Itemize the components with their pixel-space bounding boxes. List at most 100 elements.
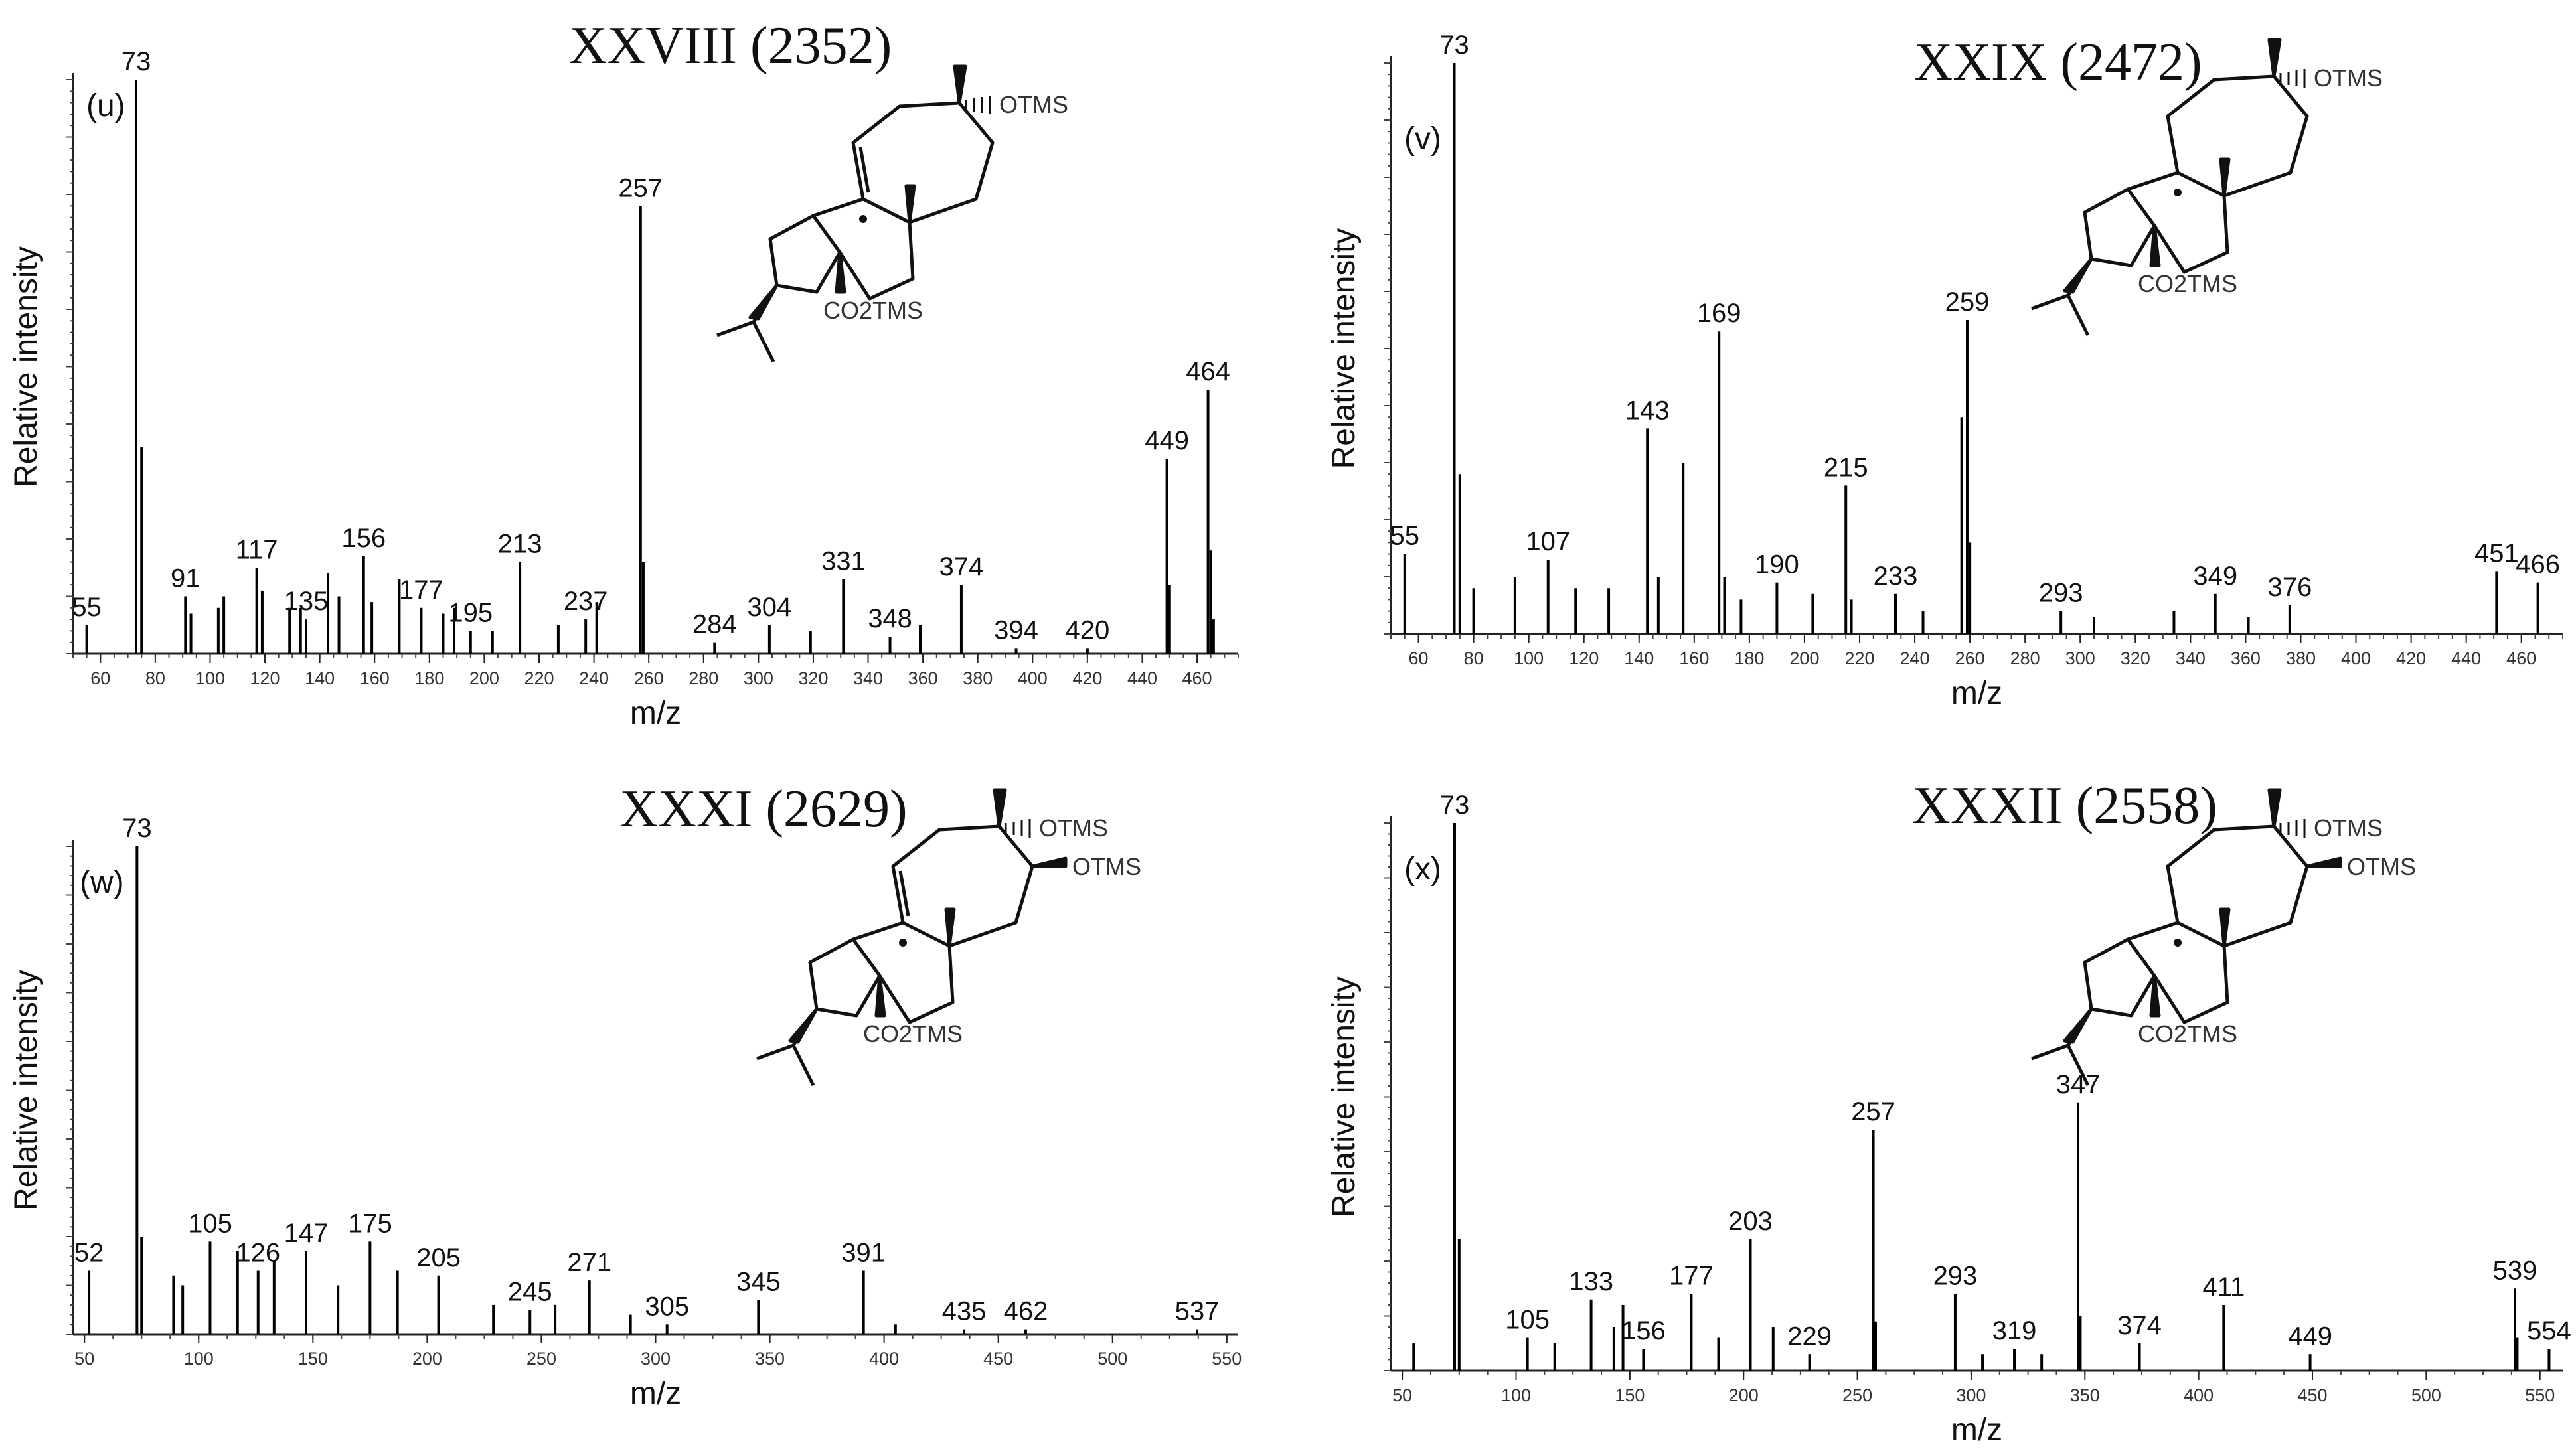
ester-label: CO2TMS [2138,1020,2237,1047]
x-tick-label: 420 [1072,668,1102,688]
x-tick-label: 150 [298,1349,328,1369]
ester-wedge [874,974,886,1018]
ester-wedge [835,250,846,294]
stereo-dot [899,939,907,947]
ester-wedge [2149,974,2161,1018]
wedge-bond [2063,257,2093,294]
x-tick-label: 350 [755,1349,785,1369]
peak-label: 73 [121,47,151,76]
peak-label: 55 [72,593,102,622]
wedge-bond [788,1007,819,1044]
peak-label: 411 [2202,1272,2245,1302]
peak-label: 117 [236,535,278,564]
x-tick-label: 400 [2184,1385,2214,1405]
x-axis-title: m/z [630,696,681,731]
cyclohexane-ring [813,197,915,301]
stereo-dot [2174,189,2182,196]
x-tick-label: 380 [963,668,993,688]
peak-label: 449 [2288,1322,2332,1351]
peak-label: 539 [2493,1256,2537,1285]
ester-label: CO2TMS [2138,270,2237,297]
cyclohexane-ring [2127,921,2229,1024]
peak-label: 394 [994,615,1038,645]
peak-label: 105 [188,1209,232,1238]
peak-label: 259 [1945,287,1990,317]
spectrum-panel-v: 60 80 100 120 140 160 180 200 220 240 260 280 300 320… [1327,31,2563,711]
x-tick-label: 460 [1182,668,1212,688]
y-axis-title: Relative intensity [1327,228,1362,469]
peak-label: 245 [508,1277,552,1306]
peak-label: 537 [1175,1297,1220,1326]
peak-label: 466 [2516,550,2560,579]
x-tick-label: 380 [2286,649,2316,668]
spectrum-panel-u: 60 80 100 120 140 160 180 200 220 240 260 280 300 320… [9,17,1239,731]
x-tick-label: 360 [908,668,938,688]
x-tick-label: 140 [1624,649,1654,668]
peak-label: 177 [1669,1262,1714,1291]
peak-label: 304 [747,593,791,622]
wedge-bond [2063,1007,2093,1044]
ester-wedge [2149,224,2161,267]
x-tick-label: 280 [2010,649,2040,668]
x-tick-label: 120 [250,668,280,688]
x-tick-label: 440 [1127,668,1157,688]
peak-label: 257 [618,173,663,202]
peak-label: 195 [448,598,493,627]
structure-drawing: OTMS CO2TMS [2031,38,2383,337]
x-tick-label: 340 [853,668,883,688]
cyclopentane-ring [2083,937,2156,1018]
peak-label: 205 [416,1243,461,1272]
x-tick-label: 450 [2297,1385,2327,1405]
x-tick-label: 550 [2525,1385,2555,1405]
peak-label: 345 [736,1268,781,1297]
x-tick-label: 360 [2231,649,2261,668]
ester-label: CO2TMS [863,1020,963,1047]
peak-label: 156 [1621,1316,1666,1345]
peak-label: 451 [2474,538,2519,568]
peak-label: 449 [1145,426,1189,455]
peak-label: 331 [821,547,866,576]
peak-label: 73 [122,814,152,843]
y-axis-title: Relative intensity [9,970,44,1211]
peak-label: 107 [1526,527,1570,556]
peak-label: 319 [1992,1316,2037,1345]
x-tick-label: 120 [1569,649,1599,668]
x-tick-label: 180 [414,668,444,688]
peak-label: 293 [1933,1262,1978,1291]
peak-label: 376 [2267,573,2312,602]
peak-label: 169 [1697,299,1741,328]
peak-label: 147 [284,1219,329,1248]
otms-label-2: OTMS [2347,853,2416,880]
x-tick-label: 350 [2070,1385,2100,1405]
otms-label-1: OTMS [2314,814,2383,842]
peak-label: 462 [1004,1297,1048,1326]
stereo-dot [2174,939,2182,947]
peak-label: 257 [1851,1097,1895,1126]
x-tick-label: 160 [1679,649,1709,668]
stereo-dot [859,215,867,223]
x-axis-title: m/z [630,1376,681,1411]
cyclohexane-ring [2127,171,2229,274]
peak-label: 52 [74,1238,104,1267]
x-axis-title: m/z [1951,676,2002,711]
peak-label: 133 [1569,1267,1613,1296]
x-tick-label: 100 [1501,1385,1531,1405]
x-tick-label: 300 [641,1349,671,1369]
top-methyl-wedge [993,788,1007,828]
peak-label: 305 [645,1292,689,1321]
peak-label: 91 [171,564,201,593]
peak-label: 293 [2039,579,2083,608]
x-tick-label: 550 [1212,1349,1242,1369]
x-tick-label: 220 [524,668,554,688]
chart-title: XXXI (2629) [619,780,907,838]
peak-label: 420 [1066,615,1110,645]
x-axis-title: m/z [1951,1413,2002,1448]
peak-label: 374 [939,552,984,581]
otms-label-1: OTMS [999,91,1068,118]
structure-drawing: OTMS CO2TMS [716,64,1068,363]
spectrum-panel-x: 50 100 150 200 250 300 350 400 450 500 550 73 105 133… [1327,777,2571,1448]
x-tick-label: 500 [2411,1385,2441,1405]
peak-label: 203 [1728,1207,1773,1236]
x-tick-label: 50 [1392,1385,1412,1405]
